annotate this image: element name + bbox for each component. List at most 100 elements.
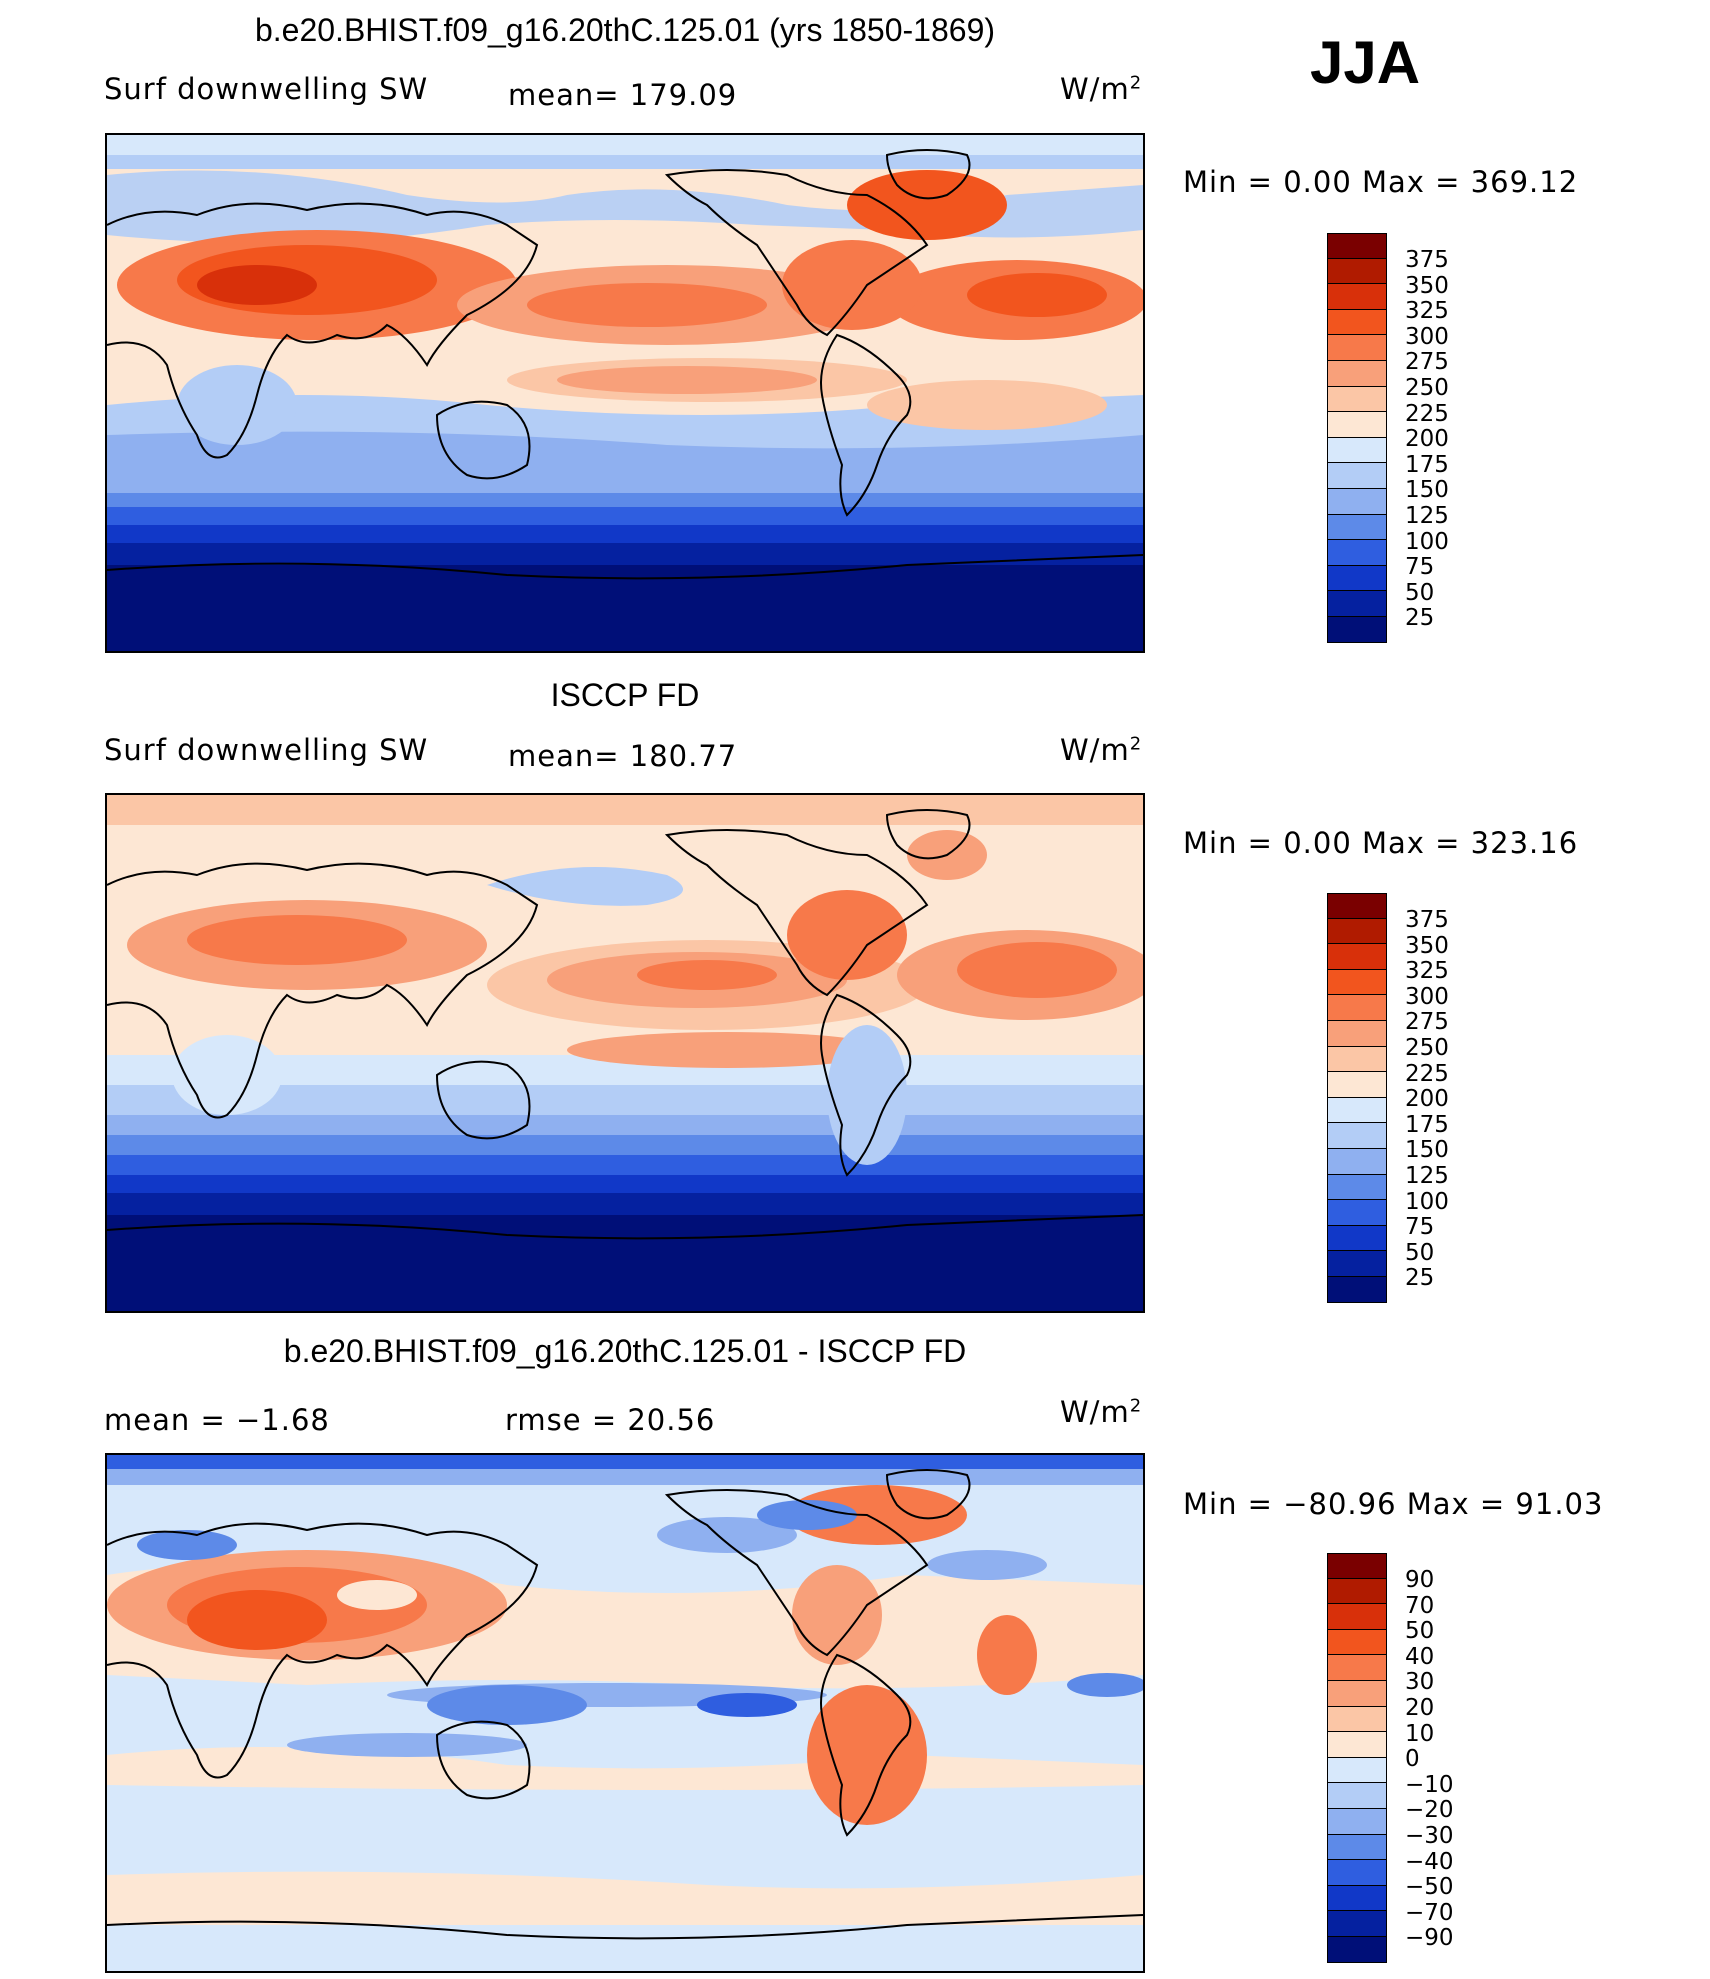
panel-1-minmax: Min = 0.00 Max = 369.12 (1183, 165, 1579, 199)
colorbar-swatch (1327, 1783, 1387, 1809)
colorbar-tick-label: 50 (1405, 1239, 1435, 1266)
colorbar-swatch (1327, 1655, 1387, 1681)
colorbar-tick-label: −10 (1405, 1771, 1454, 1798)
colorbar-swatch (1327, 1225, 1387, 1252)
panel-3-title: b.e20.BHIST.f09_g16.20thC.125.01 - ISCCP… (283, 1333, 967, 1369)
colorbar-swatch (1327, 488, 1387, 515)
colorbar-tick-label: 25 (1405, 605, 1435, 632)
colorbar-tick-label: 10 (1405, 1720, 1435, 1747)
colorbar-tick-label: 200 (1405, 426, 1449, 453)
panel-2-title: ISCCP FD (550, 677, 700, 713)
panel-2-map (105, 793, 1145, 1313)
colorbar-tick-label: 175 (1405, 451, 1449, 478)
panel-1-title: b.e20.BHIST.f09_g16.20thC.125.01 (yrs 18… (254, 12, 996, 48)
colorbar-swatch (1327, 463, 1387, 489)
colorbar-tick-label: 325 (1405, 298, 1449, 325)
colorbar-tick-label: 200 (1405, 1086, 1449, 1113)
colorbar-swatch (1327, 1578, 1387, 1605)
colorbar-tick-label: 75 (1405, 1214, 1435, 1241)
colorbar-swatch (1327, 1911, 1387, 1937)
panel-1-mean-label: mean= 179.09 (508, 78, 738, 112)
colorbar-swatch (1327, 284, 1387, 310)
colorbar-swatch (1327, 386, 1387, 413)
colorbar-swatch (1327, 1834, 1387, 1861)
panel-1-units: W/m2 (1060, 72, 1143, 106)
colorbar-swatch (1327, 969, 1387, 996)
colorbar-swatch (1327, 1097, 1387, 1124)
panel-2-mean-label: mean= 180.77 (508, 739, 738, 773)
colorbar-swatch (1327, 514, 1387, 541)
colorbar-swatch (1327, 1885, 1387, 1912)
colorbar-swatch (1327, 1604, 1387, 1630)
colorbar-swatch (1327, 412, 1387, 438)
colorbar-swatch (1327, 1629, 1387, 1656)
colorbar-tick-label: 350 (1405, 932, 1449, 959)
panel-2-variable-label: Surf downwelling SW (104, 733, 429, 767)
colorbar-swatch (1327, 360, 1387, 387)
colorbar-tick-label: 70 (1405, 1592, 1435, 1619)
colorbar-swatch (1327, 437, 1387, 464)
colorbar-swatch (1327, 1808, 1387, 1835)
colorbar-tick-label: 100 (1405, 1188, 1449, 1215)
panel-1-colorbar (1327, 233, 1387, 643)
panel-1-variable-label: Surf downwelling SW (104, 72, 429, 106)
colorbar-tick-label: 375 (1405, 907, 1449, 933)
colorbar-swatch (1327, 1123, 1387, 1149)
colorbar-tick-label: 125 (1405, 503, 1449, 529)
colorbar-swatch (1327, 1276, 1387, 1303)
colorbar-swatch (1327, 233, 1387, 259)
colorbar-swatch (1327, 1706, 1387, 1733)
colorbar-tick-label: −90 (1405, 1925, 1454, 1952)
colorbar-tick-label: −70 (1405, 1899, 1454, 1926)
colorbar-swatch (1327, 1553, 1387, 1579)
colorbar-swatch (1327, 258, 1387, 285)
colorbar-tick-label: 75 (1405, 554, 1435, 581)
panel-3-mean-label: mean = −1.68 (104, 1403, 330, 1437)
panel-2-minmax: Min = 0.00 Max = 323.16 (1183, 826, 1579, 860)
colorbar-swatch (1327, 1072, 1387, 1098)
colorbar-tick-label: 300 (1405, 323, 1449, 350)
colorbar-tick-label: 250 (1405, 1035, 1449, 1061)
panel-3-map-svg (107, 1455, 1143, 1971)
colorbar-swatch (1327, 1680, 1387, 1707)
panel-1-map (105, 133, 1145, 653)
colorbar-swatch (1327, 995, 1387, 1021)
panel-2-map-svg (107, 795, 1143, 1311)
panel-3-rmse-label: rmse = 20.56 (505, 1403, 716, 1437)
colorbar-tick-label: 125 (1405, 1163, 1449, 1189)
colorbar-tick-label: −30 (1405, 1823, 1454, 1849)
colorbar-tick-label: 375 (1405, 247, 1449, 273)
colorbar-swatch (1327, 918, 1387, 945)
colorbar-swatch (1327, 1757, 1387, 1784)
panel-3-map (105, 1453, 1145, 1973)
colorbar-tick-label: 300 (1405, 983, 1449, 1010)
panel-2-units: W/m2 (1060, 733, 1143, 767)
colorbar-tick-label: 50 (1405, 1618, 1435, 1645)
colorbar-tick-label: 275 (1405, 349, 1449, 376)
colorbar-tick-label: 0 (1405, 1746, 1420, 1773)
colorbar-swatch (1327, 1148, 1387, 1175)
colorbar-swatch (1327, 309, 1387, 336)
colorbar-tick-label: 100 (1405, 528, 1449, 555)
colorbar-tick-label: −40 (1405, 1848, 1454, 1875)
panel-2-colorbar (1327, 893, 1387, 1303)
panel-3-units: W/m2 (1060, 1395, 1143, 1429)
colorbar-tick-label: 40 (1405, 1643, 1435, 1670)
colorbar-swatch (1327, 944, 1387, 970)
colorbar-tick-label: 325 (1405, 958, 1449, 985)
colorbar-tick-label: 20 (1405, 1695, 1435, 1721)
colorbar-tick-label: 25 (1405, 1265, 1435, 1292)
colorbar-tick-label: 150 (1405, 477, 1449, 504)
panel-3-minmax: Min = −80.96 Max = 91.03 (1183, 1487, 1604, 1521)
colorbar-swatch (1327, 1046, 1387, 1073)
colorbar-tick-label: 225 (1405, 1060, 1449, 1087)
colorbar-tick-label: −50 (1405, 1874, 1454, 1901)
colorbar-swatch (1327, 1936, 1387, 1963)
panel-1-map-svg (107, 135, 1143, 651)
colorbar-tick-label: 350 (1405, 272, 1449, 299)
season-label: JJA (1310, 29, 1421, 96)
colorbar-swatch (1327, 1174, 1387, 1201)
colorbar-swatch (1327, 1020, 1387, 1047)
colorbar-tick-label: 30 (1405, 1669, 1435, 1696)
